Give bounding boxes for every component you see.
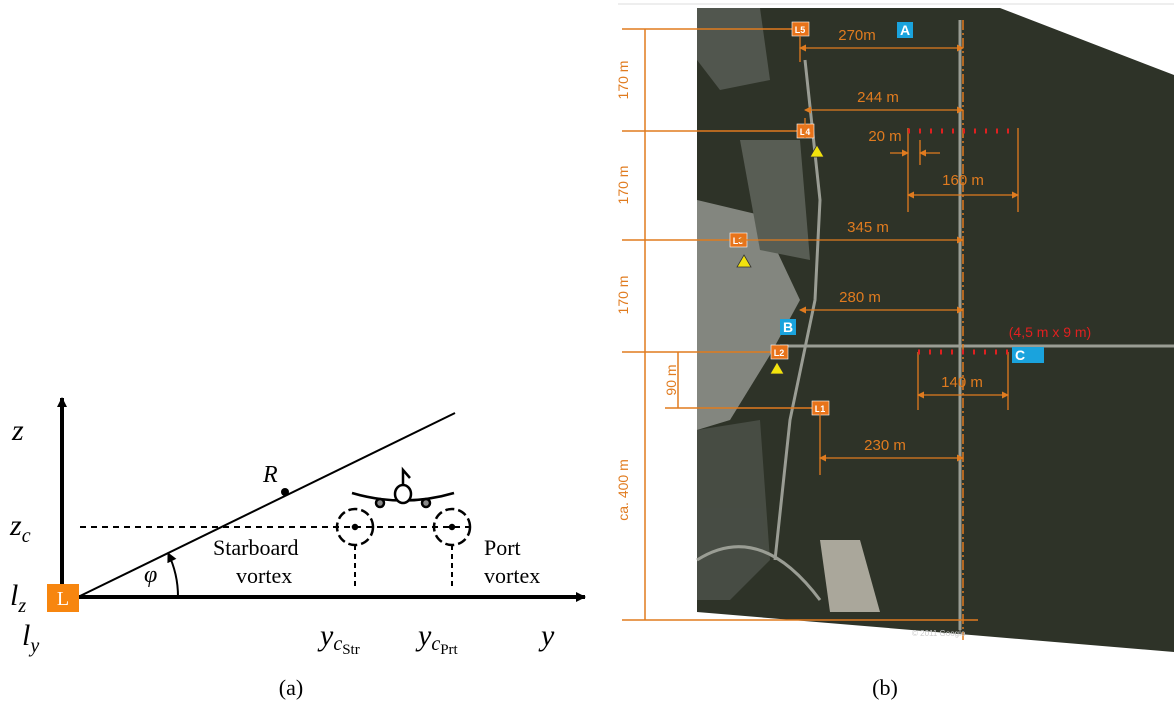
y-axis-label: y bbox=[538, 619, 555, 652]
distance-label: 280 m bbox=[839, 289, 881, 306]
site-label: L2 bbox=[774, 348, 785, 358]
distance-label: 160 m bbox=[942, 172, 984, 189]
site-label: L5 bbox=[795, 25, 806, 35]
vertical-distance: 170 m bbox=[615, 61, 631, 100]
plate-size: (4,5 m x 9 m) bbox=[1009, 324, 1091, 340]
port-label: vortex bbox=[484, 563, 540, 588]
port-label: Port bbox=[484, 535, 521, 560]
angle-arc bbox=[168, 553, 178, 597]
yprt-label: ycPrt bbox=[415, 619, 459, 658]
starboard-label: vortex bbox=[236, 563, 292, 588]
range-label: R bbox=[262, 462, 278, 488]
distance-label: 244 m bbox=[857, 89, 899, 106]
distance-label: 345 m bbox=[847, 219, 889, 236]
zc-label: zc bbox=[9, 509, 31, 547]
caption: (b) bbox=[872, 675, 898, 700]
ly-label: ly bbox=[22, 619, 39, 657]
range-point bbox=[281, 488, 289, 496]
figure: L z y zc lz ly R φ Starboard vortex Port… bbox=[0, 0, 1174, 704]
ystr-label: ycStr bbox=[317, 619, 360, 658]
vertical-distance: 170 m bbox=[615, 276, 631, 315]
distance-label: 20 m bbox=[868, 128, 901, 145]
copyright: © 2011 Google bbox=[912, 629, 966, 638]
vertical-distance: 170 m bbox=[615, 166, 631, 205]
aircraft-icon bbox=[352, 470, 454, 507]
distance-label: 270m bbox=[838, 27, 876, 44]
lidar-label: L bbox=[57, 588, 69, 610]
vertical-distance: ca. 400 m bbox=[615, 459, 631, 520]
vertical-distance: 90 m bbox=[663, 364, 679, 395]
distance-label: 140 m bbox=[941, 374, 983, 391]
distance-label: 230 m bbox=[864, 437, 906, 454]
starboard-label: Starboard bbox=[213, 535, 299, 560]
caption: (a) bbox=[279, 675, 303, 700]
marker-label: C bbox=[1015, 347, 1025, 363]
panel-a: L z y zc lz ly R φ Starboard vortex Port… bbox=[9, 398, 585, 700]
angle-label: φ bbox=[144, 562, 157, 588]
marker-label: A bbox=[900, 22, 910, 38]
marker-label: B bbox=[783, 319, 793, 335]
site-label: L3 bbox=[733, 236, 744, 246]
z-axis-label: z bbox=[11, 414, 24, 447]
lz-label: lz bbox=[10, 579, 26, 617]
